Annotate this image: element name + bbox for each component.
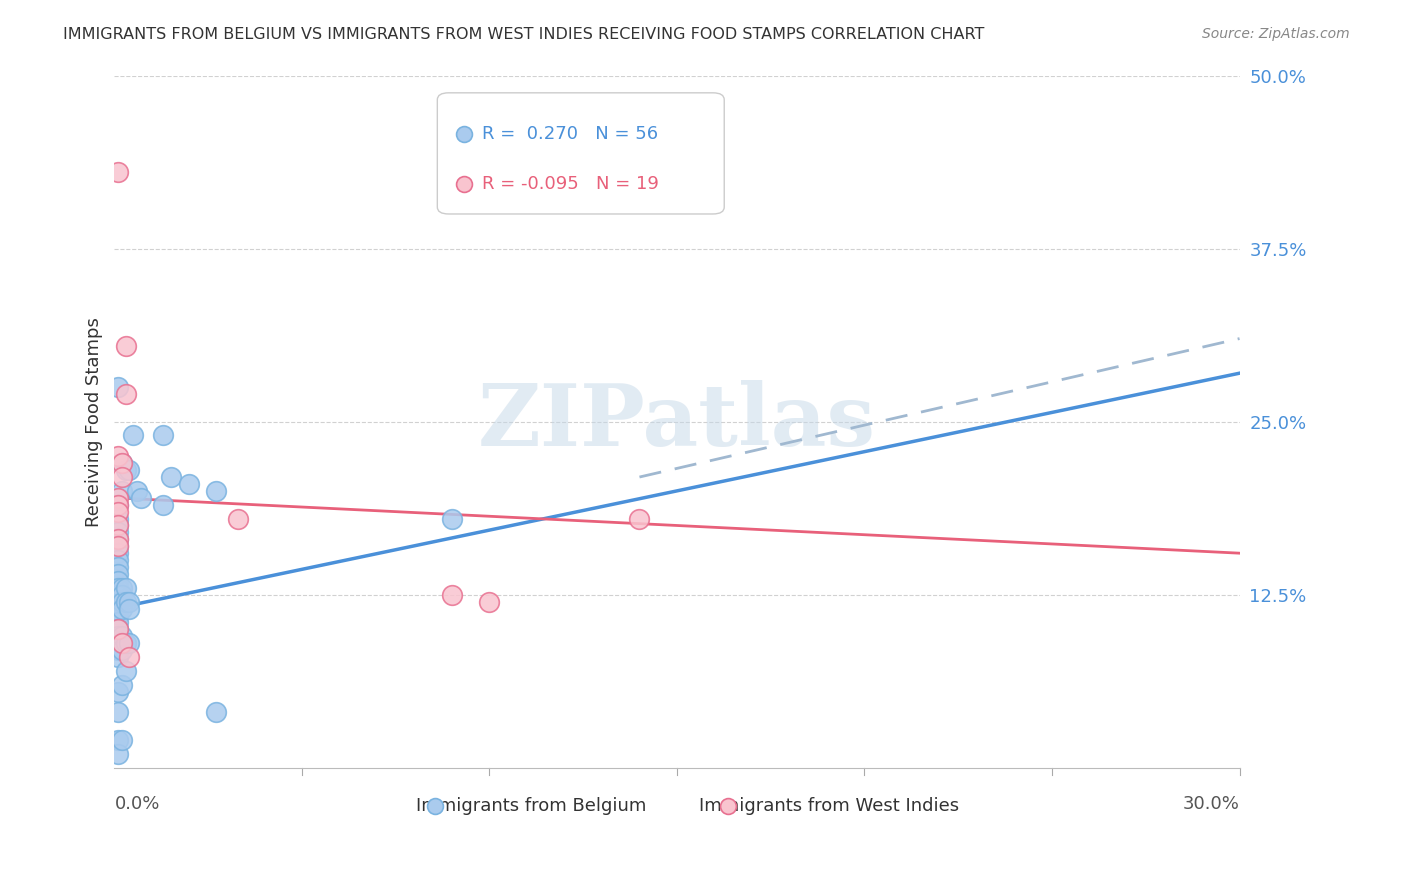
Point [118,650,141,665]
Point [107,491,129,505]
Point [107,574,129,588]
Point [118,463,141,477]
Point [111,483,134,498]
Point [107,546,129,560]
Point [111,588,134,602]
Point [111,678,134,692]
Point [152,498,174,512]
Point [440,588,463,602]
Point [107,533,129,547]
Point [111,456,134,470]
Point [111,629,134,643]
Point [107,165,129,179]
Point [107,450,129,464]
Point [111,636,134,650]
Point [204,483,226,498]
Point [107,533,129,547]
Text: R =  0.270   N = 56: R = 0.270 N = 56 [482,126,658,144]
Point [114,463,136,477]
Point [107,525,129,540]
Point [107,733,129,747]
Point [107,581,129,595]
Point [118,594,141,608]
Point [107,539,129,553]
Point [107,623,129,637]
Point [226,511,249,525]
Point [107,601,129,615]
Point [107,594,129,608]
Point [114,387,136,401]
Point [129,491,152,505]
Point [107,684,129,698]
Point [118,601,141,615]
Point [152,428,174,442]
Text: Immigrants from Belgium: Immigrants from Belgium [416,797,645,815]
Point [1173,837,1195,851]
Point [114,581,136,595]
Point [107,566,129,581]
Point [107,498,129,512]
Point [111,643,134,657]
FancyBboxPatch shape [437,93,724,214]
Point [204,706,226,720]
Point [118,636,141,650]
Point [107,539,129,553]
Point [114,338,136,352]
Text: 30.0%: 30.0% [1182,796,1240,814]
Point [179,477,201,491]
Point [107,553,129,567]
Point [440,511,463,525]
Point [107,380,129,394]
Point [111,601,134,615]
Text: Immigrants from West Indies: Immigrants from West Indies [699,797,959,815]
Point [107,505,129,519]
Point [114,594,136,608]
Point [107,706,129,720]
Point [107,747,129,761]
Point [114,664,136,678]
Point [159,470,181,484]
Text: IMMIGRANTS FROM BELGIUM VS IMMIGRANTS FROM WEST INDIES RECEIVING FOOD STAMPS COR: IMMIGRANTS FROM BELGIUM VS IMMIGRANTS FR… [63,27,984,42]
Point [111,470,134,484]
Point [107,650,129,665]
Point [114,636,136,650]
Point [628,511,651,525]
Point [111,594,134,608]
Point [478,594,501,608]
Point [107,518,129,533]
Point [107,511,129,525]
Point [125,483,148,498]
Point [107,636,129,650]
Y-axis label: Receiving Food Stamps: Receiving Food Stamps [86,317,103,526]
Text: R = -0.095   N = 19: R = -0.095 N = 19 [482,175,659,194]
Point [107,608,129,623]
Point [107,498,129,512]
Point [107,588,129,602]
Point [111,456,134,470]
Point [107,623,129,637]
Text: 0.0%: 0.0% [114,796,160,814]
Point [107,615,129,630]
Point [107,643,129,657]
Point [122,428,145,442]
Point [107,560,129,574]
Text: Source: ZipAtlas.com: Source: ZipAtlas.com [1202,27,1350,41]
Point [111,733,134,747]
Point [111,581,134,595]
Text: ZIPatlas: ZIPatlas [478,380,876,464]
Point [107,629,129,643]
Point [107,518,129,533]
